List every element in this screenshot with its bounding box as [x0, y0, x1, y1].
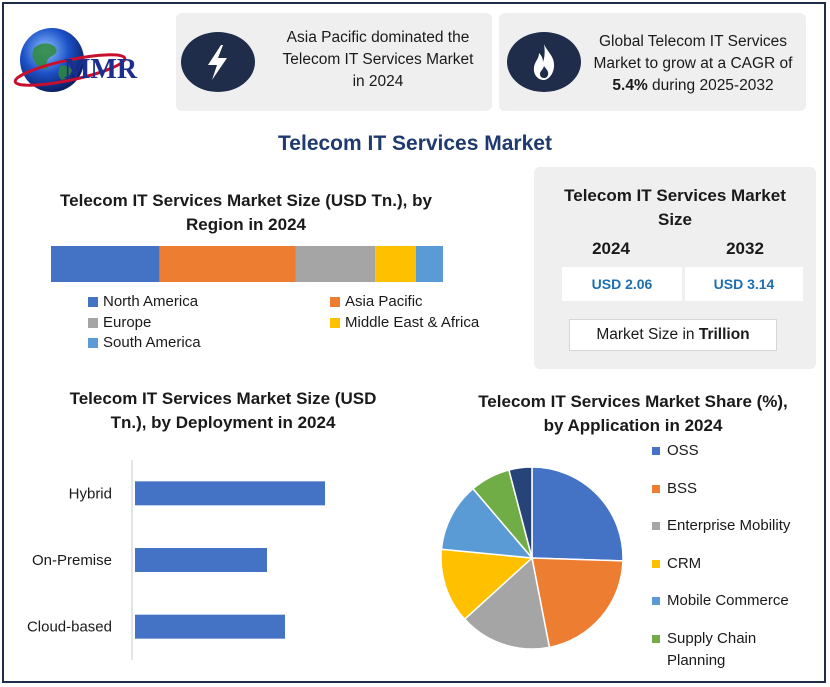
legend-swatch — [330, 296, 340, 307]
market-size-panel: Telecom IT Services Market Size 2024 203… — [534, 167, 816, 369]
globe-icon — [13, 28, 127, 92]
legend-swatch — [330, 317, 340, 328]
year-2024: 2024 — [592, 239, 630, 258]
region-title-line1: Telecom IT Services Market Size (USD Tn.… — [60, 191, 432, 210]
legend-label: OSS — [667, 442, 699, 459]
region-legend-item: Asia Pacific — [330, 293, 423, 310]
legend-swatch — [88, 337, 98, 348]
application-legend-item: CRM — [652, 553, 701, 575]
card1-line1: Asia Pacific dominated the — [286, 29, 470, 46]
deployment-title-line2: Tn.), by Deployment in 2024 — [110, 413, 336, 432]
region-segment-asia-pacific — [159, 246, 296, 282]
pie-slice-oss — [531, 466, 624, 562]
market-size-title-line2: Size — [657, 210, 693, 229]
application-legend-item: Enterprise Mobility — [652, 515, 790, 537]
application-pie-chart — [440, 466, 624, 650]
application-legend-item: OSS — [652, 440, 699, 462]
pie-slice-bss — [531, 557, 624, 649]
deployment-label-hybrid: Hybrid — [69, 485, 112, 502]
lightning-bolt-icon — [181, 32, 255, 92]
cagr-period: during 2025-2032 — [647, 77, 774, 94]
card2-line2: Market to grow at a CAGR of — [593, 55, 793, 72]
card1-line3: in 2024 — [352, 73, 404, 90]
region-segment-north-america — [51, 246, 160, 282]
legend-label: BSS — [667, 480, 698, 497]
value-2032: USD 3.14 — [685, 267, 803, 301]
region-legend-item: South America — [88, 334, 201, 351]
deployment-bar-chart: Hybrid On-Premise Cloud-based — [27, 460, 325, 660]
application-legend-item: BSS — [652, 478, 697, 500]
pie-slice-mobile-commerce — [440, 487, 534, 559]
legend-label: South America — [103, 334, 201, 351]
legend-label: Supply Chain Planning — [667, 630, 757, 669]
application-chart-title: Telecom IT Services Market Share (%), by… — [462, 390, 804, 438]
legend-label: Asia Pacific — [345, 293, 423, 310]
market-size-title-line1: Telecom IT Services Market — [564, 186, 786, 205]
cagr-card: Global Telecom IT Services Market to gro… — [499, 13, 806, 111]
legend-swatch — [88, 317, 98, 328]
deployment-chart-title: Telecom IT Services Market Size (USD Tn.… — [40, 387, 406, 435]
card1-line2: Telecom IT Services Market — [282, 51, 474, 68]
application-legend: OSS BSS Enterprise Mobility CRM Mobile Comme… — [652, 440, 822, 676]
legend-label: Middle East & Africa — [345, 314, 480, 331]
legend-swatch — [88, 296, 98, 307]
pie-slice-other-6 — [508, 466, 533, 559]
asia-pacific-text: Asia Pacific dominated the Telecom IT Se… — [271, 27, 485, 93]
region-segment-middle-east-and-africa — [375, 246, 416, 282]
region-title-line2: Region in 2024 — [186, 215, 306, 234]
region-legend-item: Europe — [88, 314, 151, 331]
deployment-bar-cloud-based — [135, 614, 285, 639]
value-2024: USD 2.06 — [562, 267, 682, 301]
card2-line1: Global Telecom IT Services — [598, 33, 788, 50]
region-segment-europe — [295, 246, 376, 282]
legend-label: CRM — [667, 555, 702, 572]
card2-line3: 5.4% during 2025-2032 — [587, 75, 799, 97]
region-legend-item: North America — [88, 293, 198, 310]
deployment-title-line1: Telecom IT Services Market Size (USD — [69, 389, 377, 408]
legend-swatch — [652, 560, 660, 568]
deployment-label-cloud-based: Cloud-based — [27, 619, 112, 636]
pie-slice-enterprise-mobility — [463, 556, 551, 650]
region-legend: North America Asia Pacific Europe Middle Ea… — [88, 293, 508, 357]
deployment-label-on-premise: On-Premise — [32, 552, 112, 569]
asia-pacific-card: Asia Pacific dominated the Telecom IT Se… — [176, 13, 492, 111]
deployment-bar-hybrid — [135, 481, 325, 506]
legend-swatch — [652, 522, 660, 530]
region-chart-title: Telecom IT Services Market Size (USD Tn.… — [40, 189, 452, 237]
region-legend-item: Middle East & Africa — [330, 314, 479, 331]
legend-label: North America — [103, 293, 199, 310]
main-title: Telecom IT Services Market — [278, 132, 552, 155]
mmr-logo: MMR — [12, 22, 172, 102]
cagr-value: 5.4% — [612, 77, 648, 94]
region-stacked-bar — [51, 246, 443, 282]
flame-icon — [507, 32, 581, 92]
market-size-unit-note: Market Size in Trillion — [569, 319, 777, 351]
pie-slice-crm — [440, 548, 534, 621]
unit-note-value: Trillion — [698, 326, 750, 343]
legend-swatch — [652, 597, 660, 605]
year-2032: 2032 — [726, 239, 764, 258]
application-legend-item: Supply Chain Planning — [652, 628, 756, 672]
cagr-text: Global Telecom IT Services Market to gro… — [587, 31, 799, 97]
market-size-title: Telecom IT Services Market Size — [534, 184, 816, 232]
application-title-line1: Telecom IT Services Market Share (%), — [478, 392, 788, 411]
deployment-bar-on-premise — [135, 548, 267, 572]
legend-label: Europe — [103, 314, 152, 331]
legend-label: Mobile Commerce — [667, 592, 789, 609]
legend-swatch — [652, 447, 660, 455]
region-segment-south-america — [415, 246, 443, 282]
legend-label: Enterprise Mobility — [667, 517, 791, 534]
application-legend-item: Mobile Commerce — [652, 590, 789, 612]
legend-swatch — [652, 635, 660, 643]
unit-note-prefix: Market Size in — [596, 326, 699, 343]
logo-text: MMR — [64, 54, 138, 85]
legend-swatch — [652, 485, 660, 493]
application-title-line2: by Application in 2024 — [543, 416, 723, 435]
